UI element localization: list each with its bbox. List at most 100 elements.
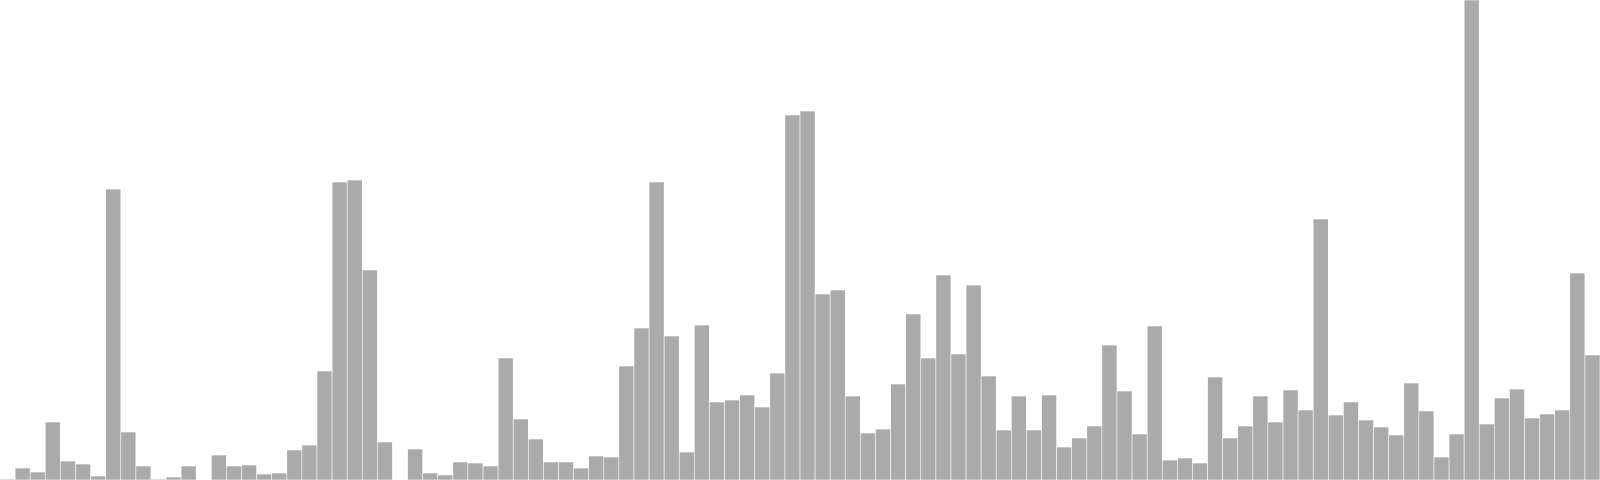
histogram-bar <box>543 461 559 480</box>
histogram-bar <box>346 179 363 480</box>
histogram-bar <box>1297 409 1314 480</box>
histogram-bar <box>482 465 499 480</box>
histogram-bar <box>1237 425 1254 480</box>
histogram-bar <box>1478 423 1495 480</box>
histogram-bar <box>1101 344 1118 480</box>
histogram-bar <box>1312 218 1329 480</box>
histogram-bar <box>256 473 272 480</box>
histogram-bar <box>1358 419 1374 480</box>
histogram-bar <box>1267 421 1284 480</box>
histogram-bar <box>407 448 423 480</box>
histogram-bar <box>1282 389 1299 480</box>
histogram-bar <box>935 274 952 480</box>
histogram-bar <box>211 454 227 480</box>
histogram-bar <box>663 335 680 480</box>
histogram-bar <box>558 461 574 480</box>
histogram-bar <box>527 438 544 480</box>
histogram-bar <box>814 293 831 480</box>
histogram-bar <box>241 464 257 480</box>
histogram-bar <box>1222 437 1239 480</box>
histogram-bar <box>1086 425 1103 480</box>
histogram-bar <box>799 110 816 480</box>
histogram-bar <box>14 467 31 480</box>
histogram-bar <box>301 444 318 480</box>
histogram-bar <box>920 357 937 480</box>
histogram-bar <box>1177 457 1193 480</box>
histogram-bar <box>860 432 876 480</box>
histogram-bar <box>286 449 303 480</box>
histogram-bar <box>724 399 740 480</box>
histogram-bar <box>1448 433 1465 480</box>
histogram-bar <box>467 462 484 480</box>
histogram-bar <box>1569 272 1586 480</box>
histogram-bar <box>497 357 514 480</box>
histogram-bar <box>844 395 861 480</box>
histogram-bar <box>512 418 529 480</box>
histogram-bar <box>29 471 46 480</box>
histogram-bar <box>226 465 242 480</box>
histogram-bar <box>1463 0 1480 480</box>
histogram-bar <box>754 406 771 480</box>
histogram-bar <box>1192 462 1208 480</box>
histogram-bar <box>905 313 922 480</box>
histogram-bar <box>1524 417 1540 480</box>
histogram-bar <box>1433 456 1450 480</box>
histogram-bar <box>135 465 152 480</box>
histogram-bar <box>1539 413 1556 480</box>
histogram-bar <box>1071 437 1088 480</box>
histogram-bar <box>1146 325 1163 480</box>
histogram-bar <box>1011 395 1027 480</box>
histogram-bar <box>90 475 106 480</box>
histogram-bar <box>965 284 982 480</box>
histogram-bar <box>120 431 137 480</box>
histogram-bar <box>75 463 91 480</box>
histogram-bar <box>1026 429 1042 480</box>
histogram-bar <box>422 472 439 480</box>
histogram-bar <box>709 401 725 480</box>
histogram-bar <box>950 353 967 480</box>
histogram-bar <box>1388 434 1405 480</box>
histogram-bar <box>60 460 76 480</box>
histogram-bar <box>1509 388 1525 480</box>
histogram-bar <box>829 289 846 480</box>
histogram-bar <box>105 188 122 480</box>
histogram-bar <box>1494 397 1510 480</box>
histogram-bar <box>1343 401 1359 480</box>
histogram-bar <box>618 365 635 480</box>
histogram-bar <box>573 467 589 480</box>
histogram-bar <box>603 456 620 480</box>
histogram-bar <box>769 372 786 480</box>
histogram-bar <box>1328 414 1344 480</box>
histogram-bar <box>648 181 665 480</box>
histogram-bar <box>739 394 756 480</box>
histogram-bar <box>377 441 393 480</box>
histogram-bar <box>271 472 288 480</box>
histogram-bar <box>44 421 61 480</box>
histogram-bar <box>1041 394 1057 480</box>
histogram-bar <box>995 429 1012 480</box>
histogram-bar <box>1207 376 1223 480</box>
histogram-bar <box>633 327 650 480</box>
histogram-bar <box>1554 409 1571 480</box>
histogram-bar <box>331 181 348 480</box>
histogram-bar <box>361 269 378 480</box>
histogram-bar <box>452 461 469 480</box>
histogram-bar <box>678 451 695 480</box>
histogram-bar <box>1373 426 1389 480</box>
histogram-bar <box>437 474 454 480</box>
histogram-bar <box>784 114 801 480</box>
histogram-bar <box>694 324 710 480</box>
histogram-bar <box>588 455 605 480</box>
histogram-bar <box>890 383 906 480</box>
histogram-bar <box>1116 390 1133 480</box>
histogram-bar <box>1056 446 1072 480</box>
histogram-bar <box>1161 459 1178 480</box>
histogram-bar <box>1418 410 1435 480</box>
histogram-bar <box>180 465 197 480</box>
histogram-bar <box>1584 354 1600 480</box>
histogram-bar <box>1131 433 1148 480</box>
histogram-bar <box>1403 382 1420 480</box>
